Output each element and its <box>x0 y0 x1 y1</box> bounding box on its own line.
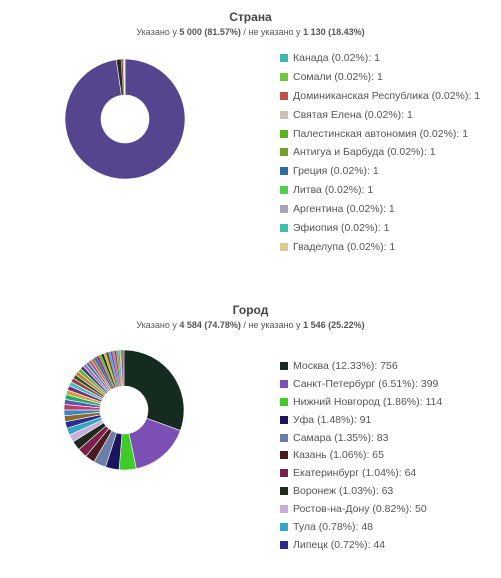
legend-label: Канада (0.02%): 1 <box>293 52 380 64</box>
legend-label: Воронеж (1.03%): 63 <box>293 485 394 498</box>
city-chart-summary: Указано у 4 584 (74.78%) / не указано у … <box>136 320 365 330</box>
country-chart-title: Страна <box>229 10 272 24</box>
city-slice-Москва[interactable] <box>123 349 185 431</box>
legend-label: Гваделупа (0.02%): 1 <box>293 240 396 253</box>
country-chart-summary: Указано у 5 000 (81.57%) / не указано у … <box>136 27 365 37</box>
legend-item[interactable]: Палестинская автономия (0.02%): 1 <box>280 128 495 141</box>
legend-swatch <box>280 242 288 251</box>
legend-label: Палестинская автономия (0.02%): 1 <box>293 127 469 140</box>
country-legend: Канада (0.02%): 1 Сомали (0.02%): 1 Домини… <box>280 52 495 260</box>
legend-swatch <box>280 397 288 406</box>
legend-item[interactable]: Аргентина (0.02%): 1 <box>280 203 495 216</box>
legend-swatch <box>280 540 288 549</box>
legend-swatch <box>280 505 288 514</box>
legend-item[interactable]: Тула (0.78%): 48 <box>280 521 495 534</box>
city-legend: Москва (12.33%): 756 Санкт-Петербург (6.5… <box>280 360 495 557</box>
legend-label: Нижний Новгород (1.86%): 114 <box>293 395 443 408</box>
legend-item[interactable]: Уфа (1.48%): 91 <box>280 414 495 427</box>
legend-swatch <box>280 54 288 62</box>
legend-swatch <box>280 224 288 233</box>
legend-item[interactable]: Святая Елена (0.02%): 1 <box>280 109 495 122</box>
legend-item[interactable]: Екатеринбург (1.04%): 64 <box>280 467 495 480</box>
legend-swatch <box>280 110 288 119</box>
legend-label: Москва (12.33%): 756 <box>293 360 398 372</box>
legend-swatch <box>280 205 288 214</box>
country-chart-section: Страна Указано у 5 000 (81.57%) / не ука… <box>0 10 501 290</box>
legend-swatch <box>280 433 288 442</box>
city-chart-title: Город <box>232 303 269 317</box>
legend-label: Эфиопия (0.02%): 1 <box>293 222 390 235</box>
legend-label: Литва (0.02%): 1 <box>293 184 374 197</box>
legend-item[interactable]: Санкт-Петербург (6.51%): 399 <box>280 378 495 391</box>
legend-label: Сомали (0.02%): 1 <box>293 70 383 83</box>
legend-label: Тула (0.78%): 48 <box>293 521 374 534</box>
legend-label: Екатеринбург (1.04%): 64 <box>293 467 417 480</box>
legend-swatch <box>280 469 288 478</box>
legend-item[interactable]: Москва (12.33%): 756 <box>280 360 495 373</box>
legend-label: Ростов-на-Дону (0.82%): 50 <box>293 503 427 516</box>
legend-item[interactable]: Казань (1.06%): 65 <box>280 449 495 462</box>
legend-item[interactable]: Липецк (0.72%): 44 <box>280 539 495 552</box>
legend-item[interactable]: Доминиканская Республика (0.02%): 1 <box>280 90 495 103</box>
legend-label: Самара (1.35%): 83 <box>293 431 389 444</box>
legend-label: Доминиканская Республика (0.02%): 1 <box>293 89 481 102</box>
legend-swatch <box>280 451 288 460</box>
legend-swatch <box>280 148 288 157</box>
legend-item[interactable]: Воронеж (1.03%): 63 <box>280 485 495 498</box>
legend-label: Санкт-Петербург (6.51%): 399 <box>293 377 439 390</box>
legend-label: Антигуа и Барбуда (0.02%): 1 <box>293 146 436 159</box>
legend-item[interactable]: Эфиопия (0.02%): 1 <box>280 222 495 235</box>
legend-swatch <box>280 129 288 138</box>
legend-swatch <box>280 379 288 388</box>
city-slice-other-42[interactable] <box>122 349 125 387</box>
city-donut-chart[interactable] <box>62 348 186 472</box>
legend-item[interactable]: Канада (0.02%): 1 <box>280 52 495 65</box>
legend-item[interactable]: Сомали (0.02%): 1 <box>280 71 495 84</box>
legend-label: Греция (0.02%): 1 <box>293 165 379 178</box>
legend-swatch <box>280 186 288 195</box>
legend-item[interactable]: Ростов-на-Дону (0.82%): 50 <box>280 503 495 516</box>
legend-label: Липецк (0.72%): 44 <box>293 538 386 551</box>
legend-item[interactable]: Нижний Новгород (1.86%): 114 <box>280 396 495 409</box>
legend-item[interactable]: Греция (0.02%): 1 <box>280 165 495 178</box>
legend-label: Казань (1.06%): 65 <box>293 449 384 462</box>
city-chart-section: Город Указано у 4 584 (74.78%) / не указ… <box>0 303 501 573</box>
legend-item[interactable]: Гваделупа (0.02%): 1 <box>280 241 495 254</box>
legend-item[interactable]: Самара (1.35%): 83 <box>280 432 495 445</box>
legend-swatch <box>280 487 288 496</box>
legend-label: Уфа (1.48%): 91 <box>293 413 372 426</box>
country-donut-chart[interactable] <box>63 57 187 181</box>
legend-label: Святая Елена (0.02%): 1 <box>293 108 413 121</box>
legend-item[interactable]: Литва (0.02%): 1 <box>280 184 495 197</box>
country-slice-Россия[interactable] <box>64 58 186 180</box>
legend-swatch <box>280 415 288 424</box>
legend-swatch <box>280 91 288 100</box>
legend-label: Аргентина (0.02%): 1 <box>293 203 395 216</box>
legend-item[interactable]: Антигуа и Барбуда (0.02%): 1 <box>280 146 495 159</box>
legend-swatch <box>280 167 288 176</box>
legend-swatch <box>280 362 288 370</box>
legend-swatch <box>280 72 288 81</box>
legend-swatch <box>280 523 288 532</box>
